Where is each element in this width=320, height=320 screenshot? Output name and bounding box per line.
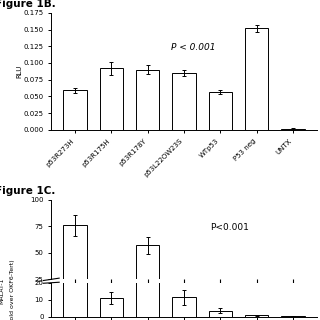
Text: Figure 1C.: Figure 1C. xyxy=(0,186,56,196)
Bar xyxy=(172,73,196,130)
Text: P < 0.001: P < 0.001 xyxy=(171,44,215,52)
Bar xyxy=(63,90,87,130)
Bar xyxy=(245,28,268,130)
Bar xyxy=(136,245,159,306)
Bar xyxy=(63,225,87,306)
Bar xyxy=(209,311,232,317)
Bar xyxy=(136,69,159,130)
Bar xyxy=(100,298,123,317)
Text: Figure 1B.: Figure 1B. xyxy=(0,0,56,9)
Bar xyxy=(281,305,305,306)
Text: MALAT-1: MALAT-1 xyxy=(0,278,4,304)
Bar xyxy=(245,305,268,306)
Bar xyxy=(209,92,232,130)
Text: P<0.001: P<0.001 xyxy=(211,223,249,232)
Text: Fold over OKF6-Tert): Fold over OKF6-Tert) xyxy=(10,260,15,320)
Bar xyxy=(281,316,305,317)
Bar xyxy=(209,302,232,306)
Bar xyxy=(245,316,268,317)
Bar xyxy=(100,294,123,306)
Bar xyxy=(281,129,305,130)
Bar xyxy=(172,297,196,317)
Y-axis label: RLU: RLU xyxy=(16,65,22,78)
Bar xyxy=(63,188,87,317)
Bar xyxy=(100,68,123,130)
Bar xyxy=(172,294,196,306)
Bar xyxy=(136,220,159,317)
